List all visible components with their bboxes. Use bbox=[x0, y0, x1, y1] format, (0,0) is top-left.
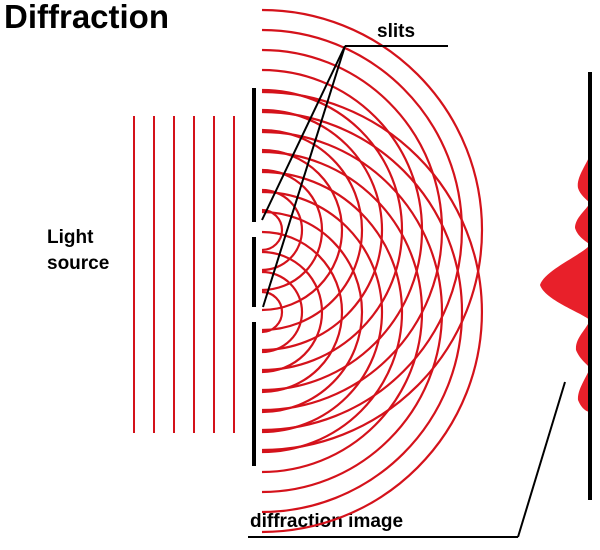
upper-slit-wavefront-5 bbox=[261, 128, 364, 332]
light-source-label-line1: Light bbox=[47, 227, 94, 248]
upper-slit-wavefront-9 bbox=[261, 48, 444, 412]
lower-slit-wavefront-3 bbox=[261, 250, 324, 374]
upper-slit-wavefront-11 bbox=[261, 8, 484, 452]
incident-wavefronts bbox=[133, 116, 235, 433]
light-source-label-line2: source bbox=[47, 253, 110, 274]
lower-slit-wavefront-9 bbox=[261, 130, 444, 494]
lower-slit-wavefront-7 bbox=[261, 170, 404, 454]
lower-slit-wavefront-2 bbox=[261, 270, 304, 354]
lower-slit-wavefront-5 bbox=[261, 210, 364, 414]
upper-slit-wavefront-4 bbox=[261, 148, 344, 312]
slits-pointer bbox=[261, 45, 448, 308]
image-pointer-line bbox=[517, 381, 566, 538]
light-source-label: Light source bbox=[47, 225, 109, 277]
upper-slit-wavefront-3 bbox=[261, 168, 324, 292]
upper-slit-wavefront-10 bbox=[261, 28, 464, 432]
lower-slit-wavefront-8 bbox=[261, 150, 424, 474]
diffracted-waves-lower-slit bbox=[261, 90, 484, 534]
slits-label: slits bbox=[377, 21, 416, 42]
lower-slit-wavefront-1 bbox=[261, 290, 284, 334]
diffraction-pattern bbox=[540, 155, 590, 412]
image-pointer bbox=[248, 381, 566, 538]
slits-pointer-line-2 bbox=[262, 45, 346, 308]
lower-slit-wavefront-4 bbox=[261, 230, 344, 394]
diagram-title: Diffraction bbox=[4, 0, 169, 35]
lower-slit-wavefront-6 bbox=[261, 190, 384, 434]
lower-slit-wavefront-10 bbox=[261, 110, 464, 514]
lower-slit-wavefront-11 bbox=[261, 90, 484, 534]
slits-pointer-line-1 bbox=[261, 45, 346, 221]
